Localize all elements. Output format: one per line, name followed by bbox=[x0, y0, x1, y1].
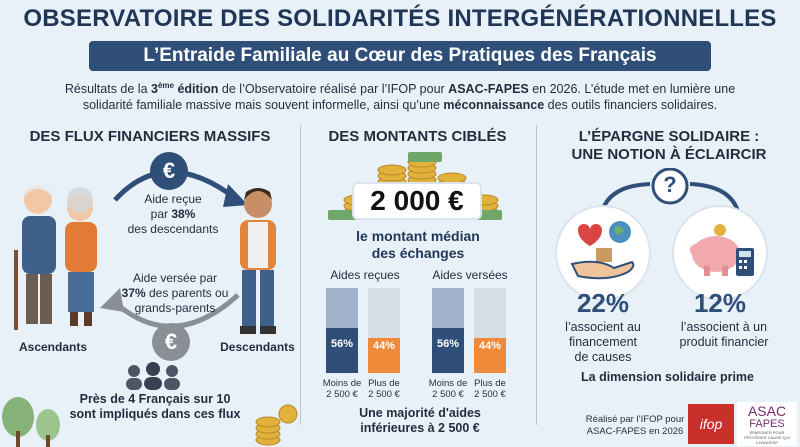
stat2-percent: 12% bbox=[693, 288, 747, 318]
col2-footer: Une majorité d'aides inférieures à 2 500… bbox=[359, 406, 481, 435]
over-label-group1: Plus de 2 500 € bbox=[368, 378, 400, 400]
bar-over bbox=[368, 337, 400, 373]
col1-footer: Près de 4 Français sur 10 sont impliqués… bbox=[69, 392, 241, 421]
credits-text: Réalisé par l’IFOP pour ASAC-FAPES en 20… bbox=[585, 414, 685, 437]
descendant-illustration bbox=[240, 188, 276, 334]
group1-bars: 56% 44% bbox=[326, 288, 416, 378]
col3-title: L’ÉPARGNE SOLIDAIRE : UNE NOTION À ÉCLAI… bbox=[571, 128, 767, 163]
bar-over bbox=[474, 337, 506, 373]
aid-received-text: Aide reçue par 38% des descendants bbox=[127, 192, 219, 236]
people-group-icon bbox=[126, 362, 180, 390]
group2-title: Aides versées bbox=[432, 268, 508, 282]
bar-under-label: 56% bbox=[330, 338, 354, 350]
stat1-percent: 22% bbox=[576, 288, 630, 318]
piggy-bank-icon bbox=[690, 224, 754, 276]
ifop-logo: ifop bbox=[688, 404, 734, 444]
question-mark-icon: ? bbox=[663, 172, 677, 197]
ascendants-label: Ascendants bbox=[18, 340, 88, 354]
bar-over-label: 44% bbox=[372, 340, 396, 352]
bar-under bbox=[432, 328, 464, 373]
column-divider-2 bbox=[536, 125, 537, 425]
col3-footer: La dimension solidaire prime bbox=[581, 370, 754, 384]
under-label-group1: Moins de 2 500 € bbox=[322, 378, 362, 400]
page-title: OBSERVATOIRE DES SOLIDARITÉS INTERGÉNÉRA… bbox=[23, 5, 777, 32]
bar-over-label: 44% bbox=[478, 340, 502, 352]
asac-fapes-logo: ASAC FAPES ÉPARGNER POUR PROTÉGER CAUSE … bbox=[737, 402, 797, 446]
descendants-label: Descendants bbox=[220, 340, 295, 354]
stat2-caption: l’associent à un produit financier bbox=[679, 320, 769, 349]
euro-coin-icon: € bbox=[150, 152, 188, 190]
tree-icon bbox=[2, 397, 60, 447]
aid-given-text: Aide versée par 37% des parents ou grand… bbox=[121, 271, 229, 315]
median-caption: le montant médian des échanges bbox=[356, 228, 480, 261]
euro-coin-icon: € bbox=[152, 323, 190, 361]
stat1-caption: l’associent au financement de causes bbox=[565, 320, 641, 364]
median-amount-badge: 2 000 € bbox=[352, 182, 482, 220]
under-label-group2: Moins de 2 500 € bbox=[428, 378, 468, 400]
col2-title: DES MONTANTS CIBLÉS bbox=[328, 128, 507, 145]
group1-title: Aides reçues bbox=[330, 268, 400, 282]
bar-under-label: 56% bbox=[436, 338, 460, 350]
charity-hand-icon bbox=[570, 221, 635, 280]
coins-icon bbox=[255, 404, 298, 446]
grandparents-illustration bbox=[14, 186, 97, 330]
group2-bars: 56% 44% bbox=[432, 288, 522, 378]
bar-under bbox=[326, 328, 358, 373]
col1-title: DES FLUX FINANCIERS MASSIFS bbox=[29, 128, 271, 145]
over-label-group2: Plus de 2 500 € bbox=[474, 378, 506, 400]
column-divider-1 bbox=[300, 125, 301, 425]
page-subtitle: L’Entraide Familiale au Cœur des Pratiqu… bbox=[89, 41, 711, 71]
intro-text: Résultats de la 3ème édition de l’Observ… bbox=[64, 81, 736, 113]
